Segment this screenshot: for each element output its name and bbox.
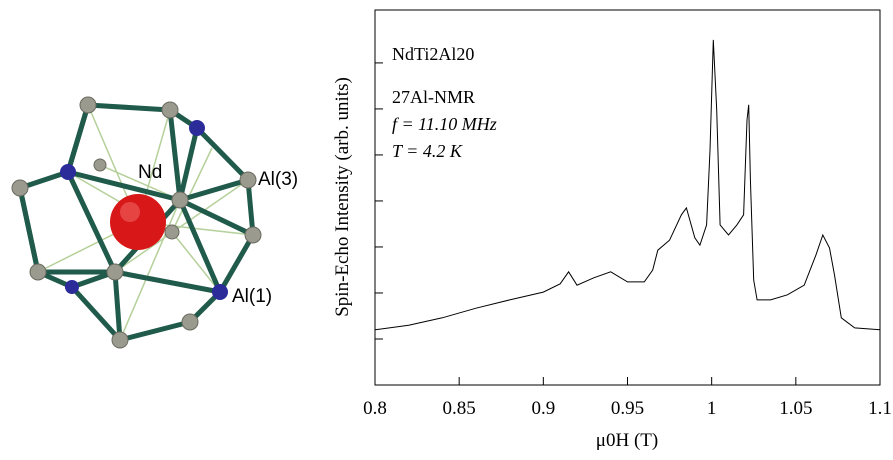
- atom-label: Al(1): [232, 286, 272, 307]
- x-tick-label: 1.05: [779, 398, 812, 419]
- x-tick-label: 0.95: [611, 398, 644, 419]
- x-tick-label: 0.8: [363, 398, 387, 419]
- plot-frame: [374, 9, 881, 386]
- annotation: NdTi2Al20: [392, 44, 474, 64]
- atom-label: Al(3): [258, 169, 298, 190]
- annotation: 27Al-NMR: [392, 87, 475, 107]
- x-axis-label: μ0H (T): [596, 430, 658, 451]
- annotation: f = 11.10 MHz: [392, 114, 497, 134]
- spectrum-line: [374, 39, 881, 331]
- atom-label: Nd: [138, 162, 162, 183]
- annotation: T = 4.2 K: [392, 141, 463, 161]
- y-axis-label: Spin-Echo Intensity (arb. units): [332, 77, 353, 317]
- x-tick-label: 0.85: [443, 398, 476, 419]
- x-tick-label: 0.9: [531, 398, 555, 419]
- x-tick-label: 1.1: [868, 398, 892, 419]
- structure-drawing: Nd Al(3) Al(1): [11, 96, 298, 349]
- x-tick-label: 1: [707, 398, 717, 419]
